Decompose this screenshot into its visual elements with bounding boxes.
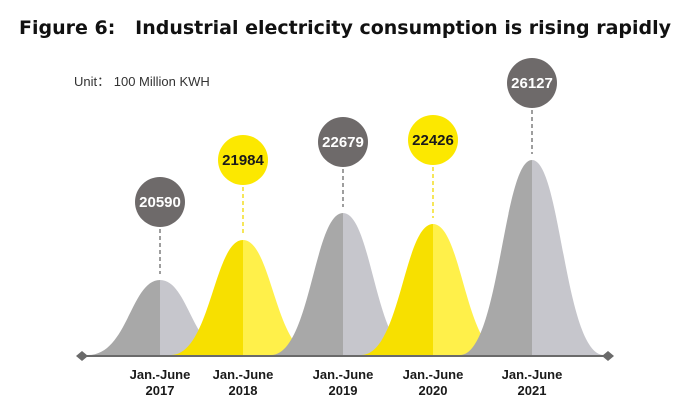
bell-4-left-half — [361, 224, 433, 355]
bell-3-left-half — [271, 213, 343, 355]
value-bubble-1 — [135, 177, 185, 227]
data-label-2: 21984 — [222, 152, 264, 169]
x-tick-label-1-line-1: Jan.-June — [130, 367, 191, 382]
x-tick-label-2-line-1: Jan.-June — [213, 367, 274, 382]
x-tick-label-1-line-2: 2017 — [146, 383, 175, 398]
bell-series — [88, 160, 604, 355]
bell-3-right-half — [343, 213, 415, 355]
x-axis-left-diamond — [76, 351, 88, 361]
value-bubble-4 — [408, 115, 458, 165]
x-tick-label-3-line-1: Jan.-June — [313, 367, 374, 382]
data-label-1: 20590 — [139, 194, 181, 211]
bell-1-right-half — [160, 280, 232, 355]
bell-4 — [361, 224, 505, 355]
value-bubble-5 — [507, 58, 557, 108]
x-tick-label-4-line-2: 2020 — [419, 383, 448, 398]
bell-5 — [460, 160, 604, 355]
bell-1-left-half — [88, 280, 160, 355]
bell-2 — [171, 240, 315, 355]
x-tick-label-5-line-1: Jan.-June — [502, 367, 563, 382]
data-label-4: 22426 — [412, 132, 454, 149]
bell-2-right-half — [243, 240, 315, 355]
chart-title: Figure 6: Industrial electricity consump… — [19, 17, 672, 39]
bell-2-left-half — [171, 240, 243, 355]
value-bubble-2 — [218, 135, 268, 185]
x-tick-label-3-line-2: 2019 — [329, 383, 358, 398]
bell-5-left-half — [460, 160, 532, 355]
bell-5-right-half — [532, 160, 604, 355]
unit-label: Unit： 100 Million KWH — [74, 74, 210, 89]
x-tick-label-2-line-2: 2018 — [229, 383, 258, 398]
data-label-3: 22679 — [322, 134, 364, 151]
value-bubble-3 — [318, 117, 368, 167]
x-tick-label-4-line-1: Jan.-June — [403, 367, 464, 382]
bell-3 — [271, 213, 415, 355]
x-tick-labels: Jan.-June2017Jan.-June2018Jan.-June2019J… — [130, 367, 563, 398]
data-label-5: 26127 — [511, 75, 553, 92]
bell-4-right-half — [433, 224, 505, 355]
value-bubbles: 20590 21984 22679 22426 26127 — [135, 58, 557, 274]
x-tick-label-5-line-2: 2021 — [518, 383, 547, 398]
bell-1 — [88, 280, 232, 355]
x-axis-right-diamond — [602, 351, 614, 361]
